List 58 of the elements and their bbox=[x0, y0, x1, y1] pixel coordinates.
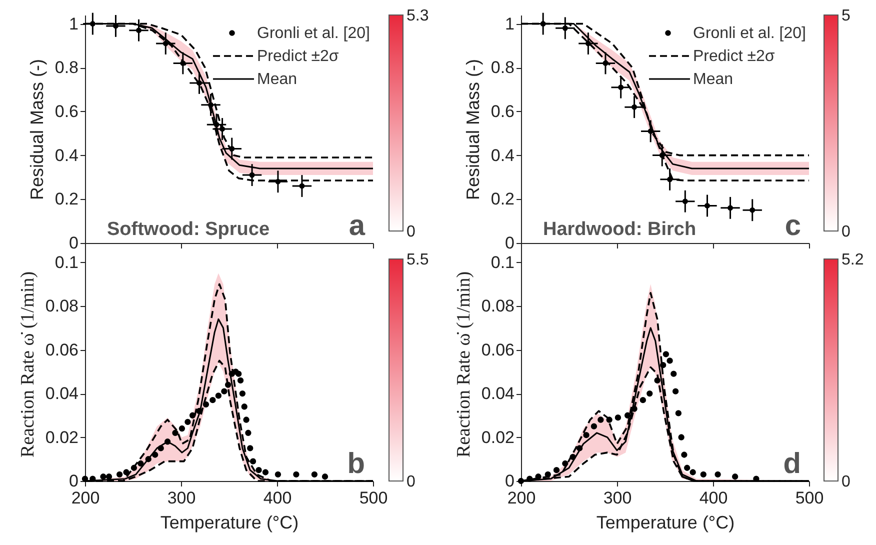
x-tick-label: 200 bbox=[71, 488, 100, 508]
legend-label: Predict ±2σ bbox=[257, 48, 339, 65]
x-tick-label: 400 bbox=[263, 488, 292, 508]
color-bar-label: 5.3 bbox=[406, 8, 429, 24]
x-axis-title: Temperature (°C) bbox=[596, 512, 735, 532]
annotation: b bbox=[347, 448, 365, 480]
y-tick-label: 0.08 bbox=[45, 296, 78, 316]
annotation: a bbox=[348, 210, 366, 242]
annotation: Hardwood: Birch bbox=[543, 219, 696, 240]
annotation: Softwood: Spruce bbox=[107, 219, 270, 240]
x-tick-label: 400 bbox=[699, 488, 728, 508]
y-tick-label: 0.04 bbox=[45, 384, 78, 404]
color-bar-label: 0 bbox=[406, 474, 416, 490]
y-axis-title: Reaction Rate ω̇ (1/min) bbox=[17, 271, 38, 458]
y-tick-label: 1 bbox=[505, 14, 514, 34]
annotation: d bbox=[783, 448, 801, 480]
color-bar-label: 5.5 bbox=[406, 252, 429, 268]
x-tick-label: 500 bbox=[359, 488, 388, 508]
legend-label: Mean bbox=[257, 71, 298, 88]
y-tick-label: 0.6 bbox=[54, 102, 78, 121]
y-tick-label: 0.1 bbox=[54, 252, 78, 272]
y-tick-label: 0.06 bbox=[481, 340, 514, 360]
x-tick-label: 500 bbox=[795, 488, 824, 508]
x-tick-label: 300 bbox=[603, 488, 632, 508]
x-tick-label: 300 bbox=[167, 488, 196, 508]
color-bar-label: 0 bbox=[842, 224, 850, 240]
y-tick-label: 0.04 bbox=[481, 384, 514, 404]
y-tick-label: 0.8 bbox=[490, 58, 514, 78]
y-tick-label: 1 bbox=[69, 14, 78, 34]
y-tick-label: 0.2 bbox=[54, 190, 78, 209]
legend-label: Gronli et al. [20] bbox=[693, 25, 806, 42]
x-tick-label: 200 bbox=[507, 488, 536, 508]
y-tick-label: 0.4 bbox=[54, 146, 78, 165]
y-tick-label: 0 bbox=[69, 234, 78, 252]
annotation: c bbox=[784, 210, 801, 242]
color-bar-label: 0 bbox=[406, 224, 416, 240]
legend-label: Predict ±2σ bbox=[693, 48, 775, 65]
y-tick-label: 0.2 bbox=[490, 190, 514, 209]
y-tick-label: 0.02 bbox=[45, 428, 78, 447]
y-axis-title: Residual Mass (-) bbox=[26, 58, 47, 200]
y-tick-label: 0 bbox=[505, 234, 514, 252]
y-tick-label: 0.1 bbox=[490, 252, 514, 272]
x-axis-title: Temperature (°C) bbox=[160, 512, 299, 532]
y-tick-label: 0.02 bbox=[481, 428, 514, 447]
y-tick-label: 0 bbox=[69, 472, 78, 490]
y-tick-label: 0.6 bbox=[490, 102, 514, 121]
y-axis-title: Reaction Rate ω̇ (1/min) bbox=[453, 271, 474, 458]
y-axis-title: Residual Mass (-) bbox=[462, 58, 483, 200]
y-tick-label: 0.4 bbox=[490, 146, 514, 165]
legend-label: Gronli et al. [20] bbox=[257, 25, 370, 42]
legend-label: Mean bbox=[693, 71, 734, 88]
y-tick-label: 0 bbox=[505, 472, 514, 490]
y-tick-label: 0.8 bbox=[54, 58, 78, 78]
color-bar-label: 5.2 bbox=[842, 252, 864, 268]
y-tick-label: 0.06 bbox=[45, 340, 78, 360]
color-bar-label: 5 bbox=[842, 8, 850, 24]
y-tick-label: 0.08 bbox=[481, 296, 514, 316]
color-bar-label: 0 bbox=[842, 474, 850, 490]
